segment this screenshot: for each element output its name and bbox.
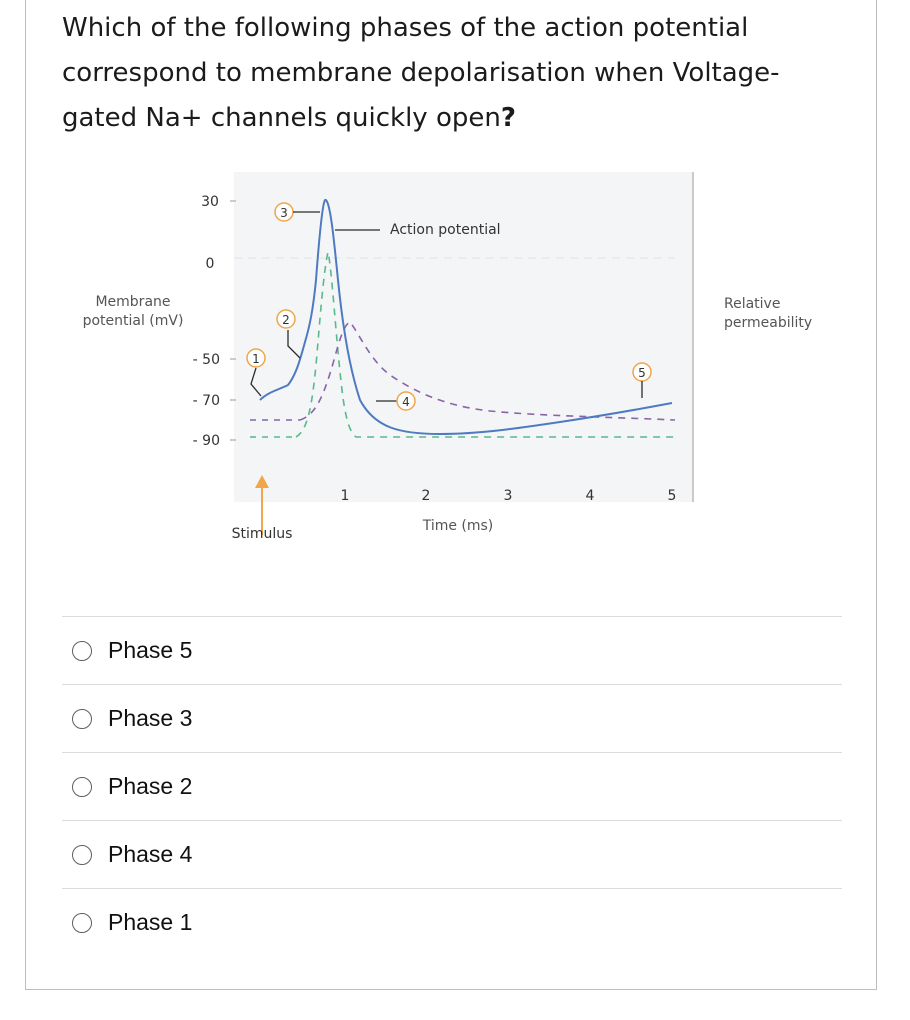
right-axis-title-line1: Relative bbox=[724, 296, 780, 312]
x-tick-label: 4 bbox=[586, 488, 595, 504]
option-phase-3[interactable]: Phase 3 bbox=[62, 684, 842, 752]
sodium-permeability-curve bbox=[295, 251, 675, 438]
question-mark: ? bbox=[500, 103, 516, 133]
option-label: Phase 5 bbox=[108, 637, 193, 663]
potassium-permeability-curve bbox=[299, 320, 676, 421]
y-tick-label: 0 bbox=[206, 256, 215, 272]
svg-text:4: 4 bbox=[402, 395, 410, 409]
plot-background bbox=[234, 172, 693, 502]
y-tick-label: - 50 bbox=[193, 352, 220, 368]
y-tick-label: - 70 bbox=[193, 393, 220, 409]
y-tick-label: 30 bbox=[201, 194, 219, 210]
phase-2-marker: 2 bbox=[276, 309, 301, 359]
svg-text:5: 5 bbox=[638, 366, 646, 380]
radio-button[interactable] bbox=[72, 640, 92, 661]
x-axis-title: Time (ms) bbox=[422, 518, 494, 534]
y-tick-label: - 90 bbox=[193, 433, 220, 449]
right-axis-title-line2: permeability bbox=[724, 315, 812, 331]
y-axis: 30 0 - 50 - 70 - 90 bbox=[193, 194, 236, 449]
answer-options: Phase 5 Phase 3 Phase 2 Phase 4 Phase 1 bbox=[62, 616, 842, 956]
action-potential-figure: 30 0 - 50 - 70 - 90 Membrane potential (… bbox=[60, 160, 820, 560]
x-tick-label: 5 bbox=[668, 488, 677, 504]
question-card bbox=[25, 0, 877, 990]
phase-5-marker: 5 bbox=[632, 362, 652, 398]
radio-button[interactable] bbox=[72, 776, 92, 797]
question-text: Which of the following phases of the act… bbox=[62, 6, 852, 141]
option-phase-5[interactable]: Phase 5 bbox=[62, 616, 842, 684]
x-tick-label: 3 bbox=[504, 488, 513, 504]
radio-button[interactable] bbox=[72, 708, 92, 729]
stimulus-arrow-head bbox=[255, 475, 269, 488]
option-phase-2[interactable]: Phase 2 bbox=[62, 752, 842, 820]
option-phase-1[interactable]: Phase 1 bbox=[62, 888, 842, 956]
option-label: Phase 4 bbox=[108, 841, 193, 867]
action-potential-diagram: 30 0 - 50 - 70 - 90 Membrane potential (… bbox=[83, 172, 812, 542]
y-axis-title-line2: potential (mV) bbox=[83, 313, 184, 329]
option-label: Phase 1 bbox=[108, 909, 193, 935]
x-tick-label: 2 bbox=[422, 488, 431, 504]
x-axis: 1 2 3 4 5 bbox=[341, 488, 677, 504]
svg-text:1: 1 bbox=[252, 352, 260, 366]
stimulus-label: Stimulus bbox=[232, 526, 293, 542]
membrane-potential-curve bbox=[259, 198, 673, 436]
y-axis-title-line1: Membrane bbox=[95, 294, 170, 310]
phase-3-marker: 3 bbox=[274, 202, 320, 222]
svg-text:3: 3 bbox=[280, 206, 288, 220]
phase-1-marker: 1 bbox=[246, 348, 266, 397]
option-label: Phase 2 bbox=[108, 773, 193, 799]
svg-text:2: 2 bbox=[282, 313, 290, 327]
x-tick-label: 1 bbox=[341, 488, 350, 504]
radio-button[interactable] bbox=[72, 844, 92, 865]
option-label: Phase 3 bbox=[108, 705, 193, 731]
action-potential-label: Action potential bbox=[390, 222, 501, 238]
option-phase-4[interactable]: Phase 4 bbox=[62, 820, 842, 888]
phase-4-marker: 4 bbox=[376, 391, 416, 411]
radio-button[interactable] bbox=[72, 912, 92, 933]
question-body: Which of the following phases of the act… bbox=[62, 13, 780, 133]
